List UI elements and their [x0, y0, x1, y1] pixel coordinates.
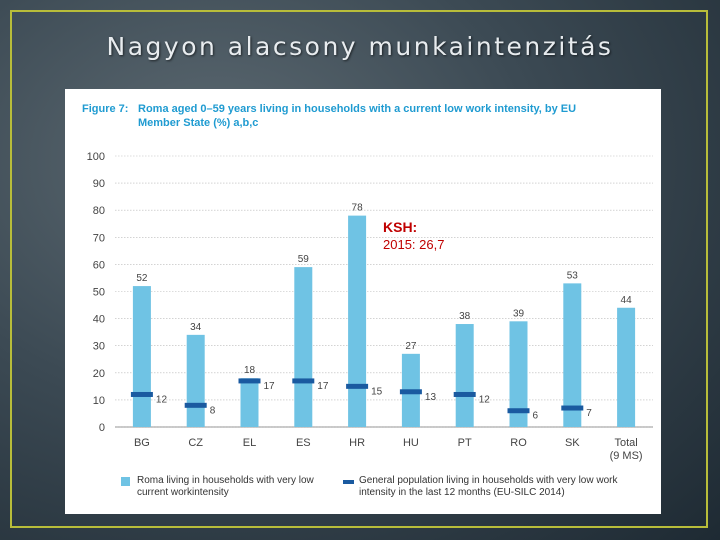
chart-legend: Roma living in households with very low …	[121, 475, 651, 511]
general-population-marker	[399, 389, 422, 395]
bar-value-label: 18	[244, 365, 256, 376]
y-tick-label: 80	[93, 205, 105, 217]
bar-value-label: 59	[298, 254, 310, 265]
general-population-marker	[507, 408, 530, 414]
figure-title: Roma aged 0–59 years living in household…	[138, 103, 577, 129]
y-tick-label: 20	[93, 368, 105, 380]
marker-value-label: 13	[425, 392, 437, 403]
legend-swatch-bar	[121, 477, 130, 486]
general-population-marker	[238, 378, 261, 384]
data-bar	[294, 267, 313, 427]
y-tick-label: 60	[93, 259, 105, 271]
marker-value-label: 17	[264, 381, 276, 392]
annotation-label: KSH:	[383, 219, 418, 235]
x-tick-label: SK	[565, 437, 580, 449]
y-tick-label: 90	[93, 178, 105, 190]
data-bar	[617, 307, 636, 427]
bar-value-label: 34	[190, 322, 202, 333]
annotation-value: 2015: 26,7	[383, 237, 445, 252]
general-population-marker	[346, 383, 369, 389]
bar-value-label: 39	[513, 308, 525, 319]
general-population-marker	[453, 391, 476, 397]
y-tick-label: 100	[87, 151, 105, 163]
legend-label-roma: Roma living in households with very low …	[137, 475, 314, 498]
y-tick-label: 10	[93, 395, 105, 407]
x-tick-label: EL	[243, 437, 256, 449]
data-bar	[240, 378, 259, 427]
x-tick-label-line2: (9 MS)	[610, 450, 643, 462]
bar-value-label: 38	[459, 311, 471, 322]
slide-frame	[10, 10, 708, 528]
legend-swatch-line	[343, 480, 354, 484]
bar-value-label: 27	[405, 341, 417, 352]
y-tick-label: 30	[93, 341, 105, 353]
general-population-marker	[561, 405, 584, 411]
marker-value-label: 7	[586, 408, 592, 419]
data-bar	[132, 286, 151, 427]
x-tick-label: PT	[458, 437, 472, 449]
x-tick-label: Total	[614, 437, 637, 449]
x-tick-label: BG	[134, 437, 150, 449]
general-population-marker	[184, 402, 207, 408]
x-tick-label: RO	[510, 437, 527, 449]
y-tick-label: 70	[93, 232, 105, 244]
x-tick-label: ES	[296, 437, 311, 449]
marker-value-label: 12	[156, 394, 168, 405]
bar-value-label: 52	[136, 273, 148, 284]
x-tick-label: HR	[349, 437, 365, 449]
x-tick-label: CZ	[188, 437, 203, 449]
data-bar	[563, 283, 582, 427]
bar-chart: 0 10 20 30 40 50 60 70 80 90 100 52 12 BG 34 8 CZ 18 17 EL 5…	[87, 151, 653, 462]
general-population-marker	[130, 391, 153, 397]
data-bar	[186, 334, 205, 427]
marker-value-label: 17	[317, 381, 329, 392]
slide-title: Nagyon alacsony munkaintenzitás	[106, 32, 614, 61]
bar-value-label: 44	[621, 295, 633, 306]
y-tick-label: 0	[99, 422, 105, 434]
data-bar	[455, 324, 474, 427]
figure-panel: Figure 7: Roma aged 0–59 years living in…	[65, 89, 661, 514]
marker-value-label: 6	[533, 411, 539, 422]
data-bar	[348, 215, 367, 427]
y-tick-label: 50	[93, 287, 105, 299]
y-tick-label: 40	[93, 314, 105, 326]
legend-label-general: General population living in households …	[359, 475, 618, 498]
bar-value-label: 78	[352, 203, 364, 214]
x-tick-label: HU	[403, 437, 419, 449]
bar-value-label: 53	[567, 270, 579, 281]
ksh-annotation: KSH: 2015: 26,7	[383, 219, 444, 253]
marker-value-label: 12	[479, 394, 491, 405]
data-bar	[509, 321, 528, 427]
figure-label: Figure 7:	[82, 103, 129, 115]
marker-value-label: 15	[371, 386, 383, 397]
general-population-marker	[292, 378, 315, 384]
marker-value-label: 8	[210, 405, 216, 416]
